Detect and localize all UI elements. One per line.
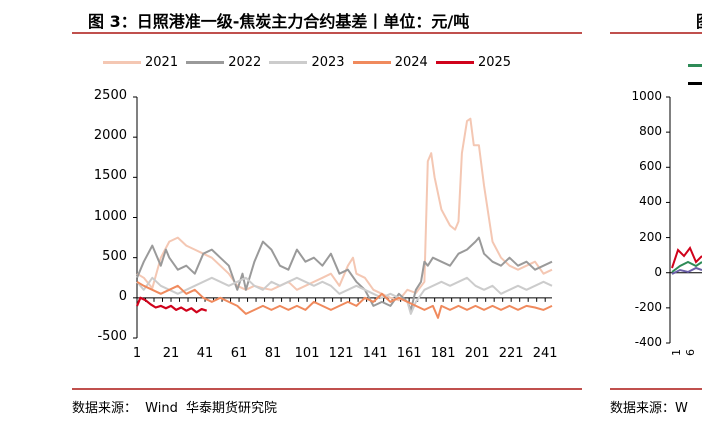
x-tick-label: 41 — [196, 346, 214, 361]
side-legend-swatch-green — [688, 64, 702, 67]
x-tick-label: 121 — [328, 346, 354, 361]
side-y-tick-label: 0 — [654, 264, 662, 279]
legend-swatch-2023 — [269, 61, 308, 64]
side-series-red — [671, 246, 702, 269]
x-tick-label: 201 — [464, 346, 490, 361]
legend-swatch-2021 — [103, 61, 141, 64]
legend-item-2021: 2021 — [103, 55, 178, 70]
series-line-2022 — [136, 236, 553, 311]
legend-label-2022: 2022 — [228, 55, 262, 70]
side-y-tick-label: 200 — [639, 229, 662, 244]
legend-item-2025: 2025 — [435, 55, 512, 70]
x-tick-label: 181 — [430, 346, 456, 361]
x-tick-label: 61 — [230, 346, 248, 361]
series-line-2021 — [136, 117, 553, 302]
y-tick-label: 500 — [102, 248, 127, 264]
side-panel-title-fragment: 图 — [696, 8, 702, 32]
legend-swatch-2022 — [186, 61, 225, 64]
x-tick-label: 221 — [498, 346, 524, 361]
y-tick-label: 2000 — [93, 128, 127, 144]
side-panel-bottom-rule — [610, 388, 702, 390]
side-y-tick-label: 600 — [639, 159, 662, 174]
side-x-tick-label: 6 — [684, 349, 697, 356]
legend-label-2021: 2021 — [145, 55, 179, 70]
x-tick-label: 241 — [532, 346, 558, 361]
x-tick-label: 101 — [294, 346, 320, 361]
x-tick-label: 141 — [362, 346, 388, 361]
legend-label-2024: 2024 — [394, 55, 428, 70]
source-org-2: 华泰期货研究院 — [185, 401, 277, 416]
bottom-rule — [72, 388, 582, 390]
source-note: 数据来源： Wind 华泰期货研究院 — [72, 397, 281, 416]
source-label: 数据来源： — [72, 401, 138, 416]
x-tick-label: 21 — [162, 346, 180, 361]
y-tick-label: 1500 — [93, 168, 127, 184]
y-tick-label: -500 — [97, 329, 127, 344]
legend-label-2023: 2023 — [311, 55, 345, 70]
side-y-tick-label: 800 — [639, 124, 662, 139]
legend-item-2023: 2023 — [269, 55, 345, 70]
series-line-2024 — [136, 280, 553, 319]
side-y-tick-label: -400 — [634, 335, 662, 349]
y-tick-label: 1000 — [93, 208, 127, 224]
top-rule — [72, 32, 582, 34]
y-tick-label: 2500 — [93, 88, 127, 103]
legend-label-2025: 2025 — [477, 55, 512, 70]
side-panel-top-rule — [610, 32, 702, 34]
side-y-tick-label: -200 — [634, 299, 662, 314]
series-line-2025 — [135, 296, 208, 314]
x-tick-label: 81 — [264, 346, 282, 361]
source-org-1: Wind — [145, 401, 178, 416]
legend-item-2022: 2022 — [186, 55, 261, 70]
x-tick-label: 1 — [132, 346, 142, 361]
legend: 2021 2022 2023 2024 2025 — [103, 55, 515, 70]
side-x-tick-label: 1 — [670, 349, 683, 356]
legend-item-2024: 2024 — [352, 55, 428, 70]
side-legend-swatch-black — [688, 82, 702, 85]
side-y-tick-label: 1000 — [631, 89, 662, 103]
side-y-tick-label: 400 — [639, 194, 662, 209]
y-tick-label: 0 — [118, 288, 127, 304]
side-series-green — [671, 260, 702, 273]
side-source-note: 数据来源：W — [610, 401, 688, 416]
legend-swatch-2024 — [352, 61, 391, 64]
legend-swatch-2025 — [435, 61, 474, 64]
side-series-purple — [671, 266, 702, 275]
figure-title: 图 3：日照港准一级-焦炭主力合约基差丨单位：元/吨 — [88, 12, 470, 31]
series-line-2023 — [136, 276, 553, 315]
x-tick-label: 161 — [396, 346, 422, 361]
